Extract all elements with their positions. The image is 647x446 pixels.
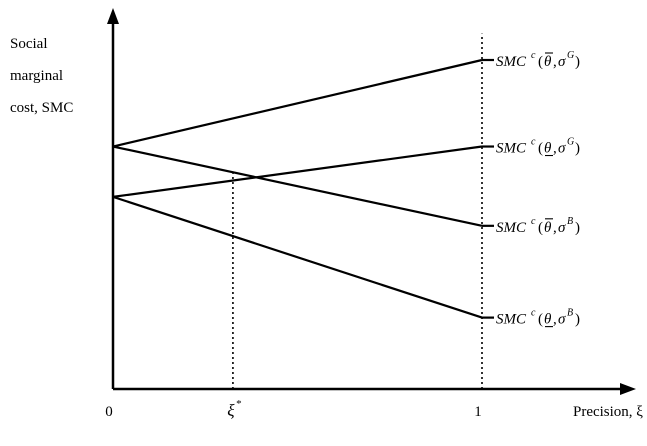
series-label-paren: (: [538, 312, 543, 328]
series-label-3: SMC c(θ, σ B): [496, 216, 580, 236]
series-label-prefix: SMC: [496, 54, 527, 70]
series-label-4: SMC c(θ, σ B): [496, 308, 580, 328]
y-axis-label-line-3: cost, SMC: [10, 100, 73, 116]
series-label-sigma: σ: [558, 141, 566, 157]
x-axis-label: Precision, ξ: [573, 404, 643, 420]
reference-lines: [232, 33, 483, 389]
series-label-theta: θ: [544, 312, 552, 328]
series-label-prefix: SMC: [496, 141, 527, 157]
series-label-comma: ,: [553, 220, 557, 236]
series-label-superscript: G: [567, 50, 574, 61]
x-tick-label-1: 0: [105, 404, 113, 420]
series-label-paren: (: [538, 141, 543, 157]
series-label-prefix: SMC: [496, 220, 527, 236]
series-labels: SMC c(θ, σ G)SMC c(θ, σ G)SMC c(θ, σ B)SMC c(θ, σ B): [496, 50, 580, 328]
axis-labels: Social marginal cost, SMC 0 ξ * 1 Precision, ξ: [10, 36, 643, 420]
series-line-4: [112, 195, 483, 319]
y-axis-label-line-2: marginal: [10, 68, 63, 84]
series-label-superscript: c: [531, 216, 536, 227]
series-line-1: [112, 58, 483, 148]
series-label-paren: ): [575, 220, 580, 236]
series-label-theta: θ: [544, 220, 552, 236]
axes: [107, 8, 636, 395]
series-label-superscript: c: [531, 50, 536, 61]
series-label-superscript: G: [567, 137, 574, 148]
series-label-paren: (: [538, 220, 543, 236]
series-line-3: [112, 145, 483, 227]
x-tick-label-3: 1: [474, 404, 482, 420]
series-label-theta: θ: [544, 141, 552, 157]
series-label-superscript: c: [531, 308, 536, 319]
series-label-sigma: σ: [558, 220, 566, 236]
series-label-sigma: σ: [558, 312, 566, 328]
series-label-sigma: σ: [558, 54, 566, 70]
series-label-comma: ,: [553, 54, 557, 70]
series-label-1: SMC c(θ, σ G): [496, 50, 580, 70]
series-label-2: SMC c(θ, σ G): [496, 137, 580, 157]
series-label-theta: θ: [544, 54, 552, 70]
series-line-2: [112, 145, 483, 198]
series-label-paren: ): [575, 141, 580, 157]
y-axis-label-line-1: Social: [10, 36, 48, 52]
x-axis-arrow: [620, 383, 636, 395]
series-label-superscript: B: [567, 308, 573, 319]
x-tick-label-xi-star: ξ: [227, 401, 235, 420]
series-label-paren: ): [575, 54, 580, 70]
series-label-prefix: SMC: [496, 312, 527, 328]
x-tick-superscript: *: [236, 398, 242, 410]
series-label-comma: ,: [553, 312, 557, 328]
series-label-paren: ): [575, 312, 580, 328]
series-label-superscript: c: [531, 137, 536, 148]
series-lines: [112, 58, 494, 319]
series-label-paren: (: [538, 54, 543, 70]
series-label-comma: ,: [553, 141, 557, 157]
y-axis-arrow: [107, 8, 119, 24]
series-label-superscript: B: [567, 216, 573, 227]
